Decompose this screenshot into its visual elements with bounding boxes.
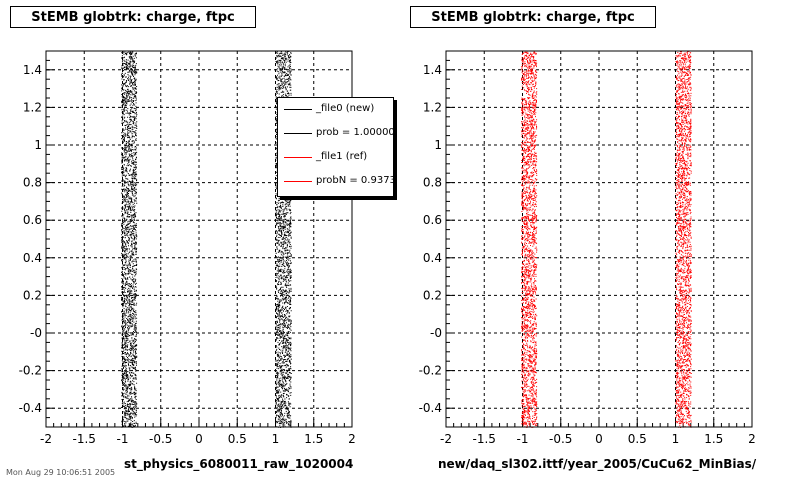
right-x-axis-label: new/daq_sl302.ittf/year_2005/CuCu62_MinB… bbox=[438, 457, 757, 471]
x-tick-label: 1.5 bbox=[304, 432, 323, 446]
y-tick-label: 0.6 bbox=[23, 213, 42, 227]
x-tick-label: 1 bbox=[672, 432, 680, 446]
x-tick-label: -1.5 bbox=[473, 432, 496, 446]
y-tick-label: 0.4 bbox=[23, 251, 42, 265]
plot-frame bbox=[45, 50, 353, 428]
legend-label: _file0 (new) bbox=[316, 103, 375, 114]
timestamp-footer: Mon Aug 29 10:06:51 2005 bbox=[6, 468, 116, 477]
x-tick-label: 0.5 bbox=[228, 432, 247, 446]
y-tick-label: 0.2 bbox=[423, 288, 442, 302]
x-tick-label: 1.5 bbox=[704, 432, 723, 446]
y-tick-label: 0.6 bbox=[423, 213, 442, 227]
x-tick-label: -0.5 bbox=[149, 432, 172, 446]
y-tick-label: -0.4 bbox=[19, 401, 42, 415]
y-tick-label: 1.2 bbox=[23, 100, 42, 114]
y-tick-label: 1 bbox=[434, 138, 442, 152]
legend-line-black-icon bbox=[284, 109, 312, 110]
legend-entry-ref: _file1 (ref) bbox=[278, 147, 393, 167]
legend-label: probN = 0.937383 bbox=[316, 175, 393, 186]
scatter-points bbox=[521, 51, 538, 428]
legend-line-red-icon bbox=[284, 181, 312, 182]
left-x-axis-label: st_physics_6080011_raw_1020004 bbox=[124, 457, 354, 471]
scatter-series bbox=[521, 51, 692, 428]
x-tick-label: -2 bbox=[440, 432, 452, 446]
y-tick-label: 0.2 bbox=[23, 288, 42, 302]
y-tick-label: 0.8 bbox=[423, 176, 442, 190]
legend-line-red-icon bbox=[284, 157, 312, 158]
x-tick-label: 2 bbox=[748, 432, 756, 446]
y-tick-label: 1.2 bbox=[423, 100, 442, 114]
x-tick-label: -1 bbox=[117, 432, 129, 446]
x-tick-label: 2 bbox=[348, 432, 356, 446]
y-tick-label: -0 bbox=[430, 326, 442, 340]
legend-line-black-icon bbox=[284, 133, 312, 134]
x-tick-label: -1.5 bbox=[73, 432, 96, 446]
y-tick-label: -0.2 bbox=[19, 364, 42, 378]
legend-box: _file0 (new) prob = 1.000000 _file1 (ref… bbox=[277, 97, 394, 197]
y-tick-label: 1.4 bbox=[23, 63, 42, 77]
legend-label: prob = 1.000000 bbox=[316, 127, 394, 138]
x-tick-label: -2 bbox=[40, 432, 52, 446]
x-tick-label: 1 bbox=[272, 432, 280, 446]
y-tick-label: -0 bbox=[30, 326, 42, 340]
y-tick-label: 0.8 bbox=[23, 176, 42, 190]
y-tick-label: -0.4 bbox=[419, 401, 442, 415]
x-tick-label: -1 bbox=[517, 432, 529, 446]
legend-entry-new: _file0 (new) bbox=[278, 99, 393, 119]
y-tick-label: -0.2 bbox=[419, 364, 442, 378]
right-chart-title: StEMB globtrk: charge, ftpc bbox=[410, 6, 656, 28]
y-tick-label: 1.4 bbox=[423, 63, 442, 77]
legend-label: _file1 (ref) bbox=[316, 151, 368, 162]
x-tick-label: 0.5 bbox=[628, 432, 647, 446]
legend-entry-prob: prob = 1.000000 bbox=[278, 123, 394, 143]
x-tick-label: 0 bbox=[595, 432, 603, 446]
scatter-points bbox=[675, 51, 692, 428]
x-tick-label: -0.5 bbox=[549, 432, 572, 446]
left-chart-title: StEMB globtrk: charge, ftpc bbox=[10, 6, 256, 28]
x-tick-label: 0 bbox=[195, 432, 203, 446]
y-tick-label: 1 bbox=[34, 138, 42, 152]
scatter-points bbox=[121, 51, 138, 428]
legend-entry-probn: probN = 0.937383 bbox=[278, 171, 393, 191]
y-tick-label: 0.4 bbox=[423, 251, 442, 265]
plot-frame bbox=[445, 50, 753, 428]
